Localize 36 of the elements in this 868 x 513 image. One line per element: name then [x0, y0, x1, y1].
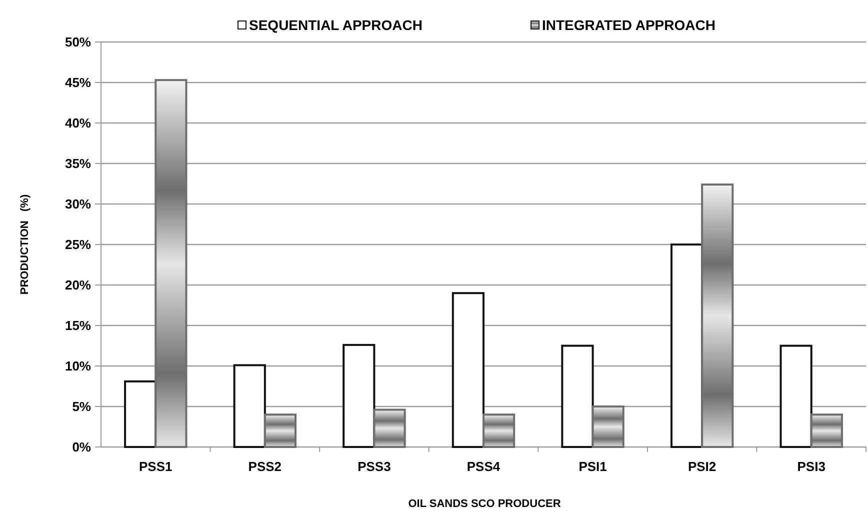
bar — [124, 380, 157, 448]
x-tick-label: PSS1 — [139, 459, 172, 474]
bar — [592, 406, 624, 448]
x-tick-label: PSI2 — [688, 459, 716, 474]
y-tick-label: 0% — [72, 440, 92, 455]
x-tick-label: PSS2 — [248, 459, 282, 474]
legend-label: SEQUENTIAL APPROACH — [249, 17, 422, 33]
y-tick-label: 45% — [64, 75, 92, 90]
bar — [154, 79, 188, 448]
bar — [342, 344, 376, 448]
y-tick-label: 15% — [64, 318, 92, 334]
y-tick-label: 20% — [64, 278, 92, 293]
legend-label: INTEGRATED APPROACH — [542, 17, 716, 33]
bar — [482, 414, 516, 448]
bar — [701, 184, 734, 448]
x-tick-label: PSS3 — [358, 459, 391, 474]
y-tick-label: 50% — [64, 34, 92, 50]
bar — [670, 244, 704, 448]
y-tick-label: 25% — [64, 237, 92, 252]
y-tick-label: 30% — [64, 196, 92, 212]
bar — [373, 408, 406, 448]
bar — [452, 292, 484, 448]
x-axis-title: OIL SANDS SCO PRODUCER — [408, 498, 561, 510]
bar — [233, 364, 266, 448]
bar — [264, 414, 297, 448]
bar — [561, 344, 594, 448]
x-tick-label: PSS4 — [466, 459, 501, 474]
bar — [810, 414, 843, 448]
y-axis-title: PRODUCTION (%) — [19, 194, 31, 295]
x-tick-label: PSI3 — [797, 459, 826, 474]
y-tick-label: 35% — [64, 156, 92, 172]
bar — [780, 344, 812, 448]
y-tick-label: 5% — [72, 399, 92, 414]
x-tick-label: PSI1 — [578, 459, 607, 474]
y-tick-label: 10% — [64, 358, 92, 374]
y-tick-label: 40% — [64, 116, 92, 131]
